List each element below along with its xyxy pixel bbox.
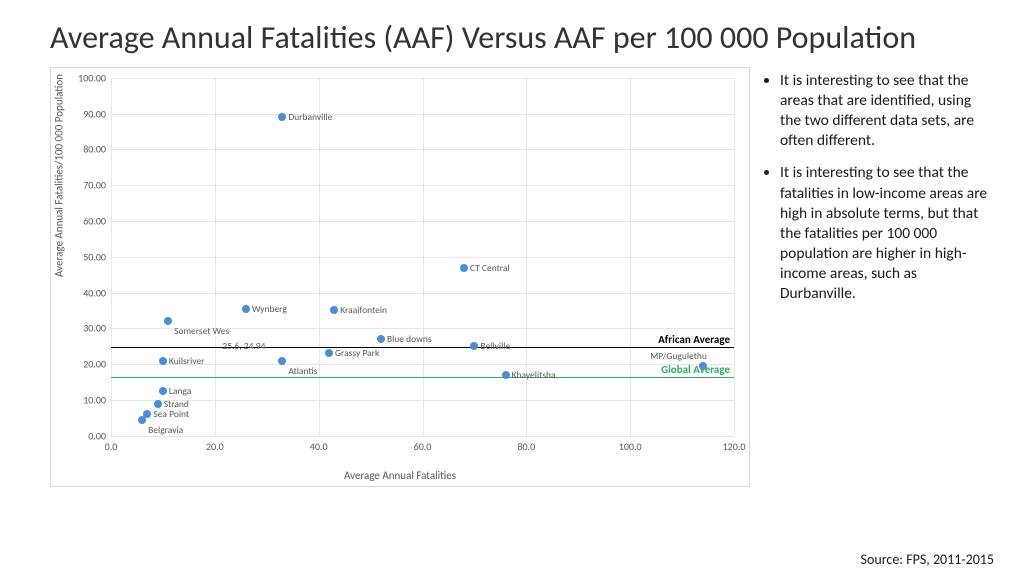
point-label: Kuilsriver bbox=[163, 355, 205, 367]
point-label: Blue downs bbox=[381, 333, 432, 345]
y-tick: 60.00 bbox=[83, 214, 111, 227]
grid-line bbox=[215, 78, 216, 436]
y-tick: 70.00 bbox=[83, 179, 111, 192]
point-label: Kraaifontein bbox=[334, 304, 387, 316]
data-point bbox=[138, 416, 146, 424]
x-tick: 80.0 bbox=[517, 436, 535, 453]
point-label: Somerset Wes bbox=[168, 325, 229, 337]
point-label: Grassy Park bbox=[329, 347, 379, 359]
data-point bbox=[164, 317, 172, 325]
y-axis-label: Average Annual Fatalities/100 000 Popula… bbox=[53, 74, 66, 277]
reference-label: African Average bbox=[658, 333, 730, 346]
x-tick: 120.0 bbox=[723, 436, 746, 453]
reference-mid-label: 25.6, 24.94 bbox=[222, 340, 265, 352]
grid-line bbox=[319, 78, 320, 436]
x-tick: 60.0 bbox=[414, 436, 432, 453]
page-title: Average Annual Fatalities (AAF) Versus A… bbox=[50, 20, 994, 57]
y-tick: 100.00 bbox=[78, 71, 111, 84]
commentary: It is interesting to see that the areas … bbox=[762, 67, 994, 566]
y-tick: 40.00 bbox=[83, 286, 111, 299]
grid-line bbox=[734, 78, 735, 436]
point-label: MP/Gugulethu bbox=[650, 350, 707, 362]
x-tick: 0.0 bbox=[105, 436, 118, 453]
point-label: Bellville bbox=[474, 340, 510, 352]
x-tick: 100.0 bbox=[619, 436, 642, 453]
x-tick: 20.0 bbox=[206, 436, 224, 453]
reference-line bbox=[111, 377, 734, 379]
scatter-chart: Average Annual Fatalities/100 000 Popula… bbox=[50, 67, 750, 487]
bullet-item: It is interesting to see that the fatali… bbox=[780, 163, 994, 304]
reference-label: Global Average bbox=[661, 363, 730, 376]
y-tick: 80.00 bbox=[83, 143, 111, 156]
point-label: Wynberg bbox=[246, 303, 287, 315]
grid-line bbox=[630, 78, 631, 436]
point-label: Durbanville bbox=[282, 111, 332, 123]
point-label: Langa bbox=[163, 385, 191, 397]
point-label: Atlantis bbox=[282, 365, 317, 377]
bullet-item: It is interesting to see that the areas … bbox=[780, 71, 994, 152]
y-tick: 10.00 bbox=[83, 393, 111, 406]
y-tick: 50.00 bbox=[83, 250, 111, 263]
x-tick: 40.0 bbox=[310, 436, 328, 453]
y-tick: 20.00 bbox=[83, 358, 111, 371]
point-label: Khayelitsha bbox=[506, 369, 556, 381]
x-axis-label: Average Annual Fatalities bbox=[344, 469, 456, 482]
grid-line bbox=[423, 78, 424, 436]
grid-line bbox=[526, 78, 527, 436]
data-point bbox=[699, 362, 707, 370]
point-label: Belgravia bbox=[142, 424, 183, 436]
grid-line bbox=[111, 78, 112, 436]
reference-line bbox=[111, 347, 734, 349]
y-tick: 30.00 bbox=[83, 322, 111, 335]
point-label: CT Central bbox=[464, 262, 510, 274]
data-point bbox=[278, 357, 286, 365]
point-label: Sea Point bbox=[147, 408, 189, 420]
y-tick: 90.00 bbox=[83, 107, 111, 120]
source-citation: Source: FPS, 2011-2015 bbox=[861, 551, 994, 568]
